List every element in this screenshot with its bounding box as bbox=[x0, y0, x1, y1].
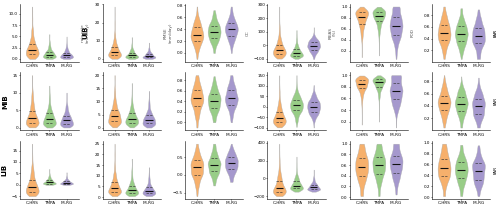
Y-axis label: FAR: FAR bbox=[493, 29, 497, 37]
Y-axis label: PBIAS
(%): PBIAS (%) bbox=[328, 27, 337, 39]
Y-axis label: CC: CC bbox=[246, 30, 250, 36]
Y-axis label: POD: POD bbox=[411, 28, 415, 37]
Y-axis label: RMSE
(mm/day): RMSE (mm/day) bbox=[164, 22, 172, 43]
Y-axis label: rain rate
(mm/day): rain rate (mm/day) bbox=[82, 22, 90, 43]
Y-axis label: MIB: MIB bbox=[3, 94, 9, 109]
Y-axis label: UIB: UIB bbox=[82, 26, 88, 40]
Y-axis label: FAR: FAR bbox=[493, 29, 497, 37]
Y-axis label: LIB: LIB bbox=[2, 164, 8, 176]
Y-axis label: FAR: FAR bbox=[493, 97, 497, 105]
Y-axis label: FAR: FAR bbox=[493, 166, 497, 174]
